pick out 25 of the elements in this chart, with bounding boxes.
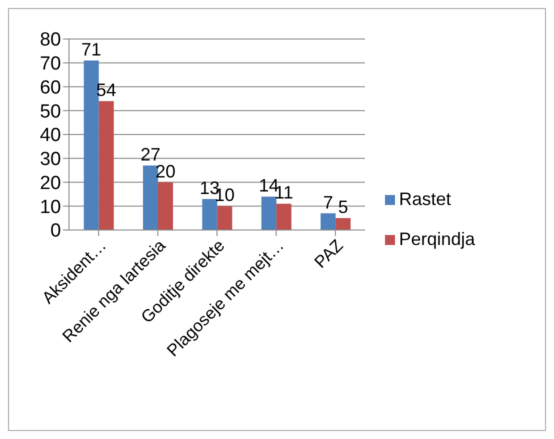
y-tick-label: 0 xyxy=(50,220,61,242)
y-tick-label: 70 xyxy=(40,54,61,75)
y-tick-label: 20 xyxy=(40,172,61,194)
data-label: 7 xyxy=(323,192,334,212)
y-tick-label: 50 xyxy=(40,101,61,122)
y-tick-label: 80 xyxy=(40,30,61,51)
bar xyxy=(320,213,336,230)
bar xyxy=(261,196,276,230)
y-tick-label: 40 xyxy=(40,125,61,146)
y-tick-label: 30 xyxy=(40,149,61,170)
data-label: 27 xyxy=(140,144,161,165)
legend-label: Perqindja xyxy=(399,228,476,248)
bar xyxy=(202,198,218,230)
bar xyxy=(98,101,114,230)
bar xyxy=(336,218,351,230)
y-tick-label: 10 xyxy=(40,196,61,218)
data-label: 71 xyxy=(81,39,102,60)
bar xyxy=(158,182,173,230)
bar xyxy=(143,166,158,230)
bar xyxy=(84,60,99,230)
legend-label: Rastet xyxy=(399,188,452,209)
data-label: 5 xyxy=(338,197,348,218)
bar xyxy=(217,206,232,230)
y-tick-label: 60 xyxy=(40,77,61,98)
bar xyxy=(276,204,292,230)
